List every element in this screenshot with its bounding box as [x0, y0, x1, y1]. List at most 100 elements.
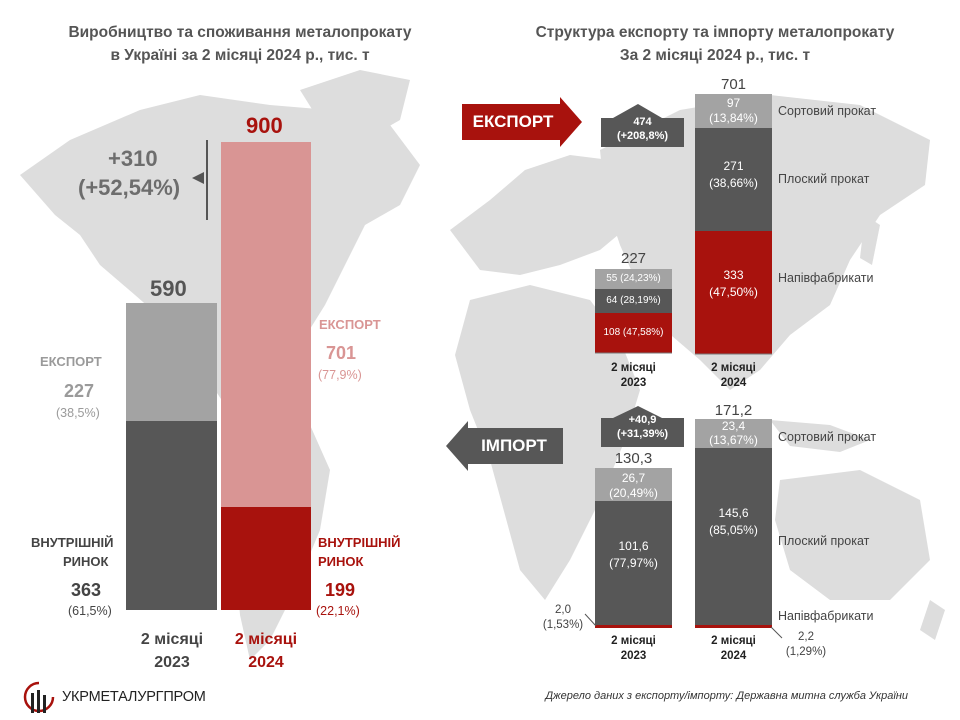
export-change-line2: (+208,8%) [616, 130, 669, 142]
export-total-2024: 701 [720, 76, 747, 93]
imp23-long-value: 26,7 [621, 471, 646, 485]
exp24-flat-percent: (38,66%) [709, 176, 758, 190]
change-arrow-icon [192, 172, 204, 184]
imp23-long [595, 468, 672, 501]
change-value: +310 [108, 146, 158, 171]
left-category-2023: 2 місяці 2023 [120, 628, 224, 674]
imp24-long-label: 23,4 (13,67%) [695, 419, 772, 447]
imp23-semi-label: 2,0 (1,53%) [538, 603, 588, 633]
left-category-2023-line2: 2023 [154, 654, 190, 671]
bar-2023-domestic [126, 421, 217, 610]
exp23-long [595, 269, 672, 289]
import-change-badge [601, 406, 684, 447]
exp23-long-label: 55 (24,23%) [606, 273, 661, 284]
imp24-semi-label: 2,2 (1,29%) [776, 630, 836, 660]
export-2024-label: ЕКСПОРТ [319, 317, 381, 332]
imp23-flat-label: 101,6 (77,97%) [595, 538, 672, 572]
change-percent: (+52,54%) [78, 175, 181, 200]
export-total-2023: 227 [620, 250, 647, 267]
imp24-semi-leader [770, 626, 783, 639]
left-category-2024-line2: 2024 [248, 654, 284, 671]
total-2024: 900 [246, 113, 283, 138]
exp24-semi [695, 231, 772, 354]
exp23-flat [595, 289, 672, 313]
left-stacked-bar-chart [126, 140, 311, 610]
import-period-2024: 2 місяці 2024 [695, 634, 772, 664]
left-title-line1: Виробництво та споживання металопрокату [68, 24, 412, 41]
export-legend-flat: Плоский прокат [778, 172, 870, 186]
exp24-flat-value: 271 [723, 159, 744, 173]
exp24-long-label: 97 (13,84%) [695, 96, 772, 126]
exp24-semi-label: 333 (47,50%) [695, 267, 772, 301]
imp23-semi-leader [584, 613, 597, 627]
domestic-2024-label-line1: ВНУТРІШНІЙ [318, 535, 401, 550]
left-category-2024-line1: 2 місяці [234, 631, 298, 648]
export-2024-percent: (77,9%) [318, 368, 362, 382]
imp24-semi-percent: (1,29%) [785, 646, 827, 658]
import-change-line1: +40,9 [628, 414, 657, 426]
map-greenland [300, 70, 410, 140]
source-note: Джерело даних з експорту/імпорту: Держав… [545, 690, 908, 702]
export-period-2024-line1: 2 місяці [711, 362, 756, 374]
export-change-text: 474 (+208,8%) [601, 115, 684, 143]
imp23-flat-value: 101,6 [618, 539, 649, 553]
domestic-2023-value: 363 [71, 580, 102, 600]
export-arrow-label: ЕКСПОРТ [472, 112, 554, 131]
export-period-2024-line2: 2024 [720, 377, 747, 389]
right-title-line2: За 2 місяці 2024 р., тис. т [619, 47, 811, 64]
export-2023-label: ЕКСПОРТ [40, 354, 102, 369]
imp23-long-percent: (20,49%) [609, 486, 658, 500]
left-title-line2: в Україні за 2 місяці 2024 р., тис. т [110, 47, 370, 64]
export-period-2024: 2 місяці 2024 [695, 361, 772, 391]
left-category-2024: 2 місяці 2024 [214, 628, 318, 674]
imp24-flat-label: 145,6 (85,05%) [695, 505, 772, 539]
import-period-2023-line2: 2023 [620, 650, 647, 662]
import-total-2024: 171,2 [714, 402, 753, 419]
map-new-zealand [920, 600, 945, 640]
imp24-long-value: 23,4 [721, 419, 746, 433]
import-period-2024-line2: 2024 [720, 650, 747, 662]
exp24-semi-percent: (47,50%) [709, 285, 758, 299]
export-2023-value: 227 [64, 381, 95, 401]
bar-2023-export [126, 303, 217, 421]
imp23-semi [595, 625, 672, 628]
imp23-semi-value: 2,0 [555, 604, 571, 616]
domestic-2023-percent: (61,5%) [68, 604, 112, 618]
imp24-flat-percent: (85,05%) [709, 523, 758, 537]
logo-icon [23, 681, 55, 713]
imp24-flat [695, 448, 772, 625]
exp24-flat-label: 271 (38,66%) [695, 158, 772, 192]
imp23-flat [595, 501, 672, 625]
domestic-2023-label-line2: РИНОК [63, 554, 109, 569]
exp24-long [695, 94, 772, 128]
export-legend-semi: Напівфабрикати [778, 271, 874, 285]
imp24-semi [695, 625, 772, 628]
import-legend-semi: Напівфабрикати [778, 609, 874, 623]
exp24-long-percent: (13,84%) [709, 111, 758, 125]
export-change-badge [601, 104, 684, 147]
domestic-2023-label-line1: ВНУТРІШНІЙ [31, 535, 114, 550]
map-europe [450, 155, 640, 275]
imp23-long-label: 26,7 (20,49%) [595, 471, 672, 501]
import-arrow-label: ІМПОРТ [481, 436, 547, 455]
export-period-2023-line1: 2 місяці [611, 362, 656, 374]
map-australia [775, 470, 930, 600]
import-period-2024-line1: 2 місяці [711, 635, 756, 647]
imp24-long-percent: (13,67%) [709, 433, 758, 447]
exp23-flat-label: 64 (28,19%) [606, 295, 661, 306]
domestic-2024-percent: (22,1%) [316, 604, 360, 618]
exp23-semi-label: 108 (47,58%) [603, 327, 664, 338]
exp23-semi [595, 313, 672, 353]
export-change-line1: 474 [633, 116, 652, 128]
logo-text: УКРМЕТАЛУРГПРОМ [62, 689, 206, 705]
export-period-2023-line2: 2023 [620, 377, 647, 389]
imp24-long [695, 419, 772, 448]
exp24-long-value: 97 [726, 96, 741, 110]
right-title-line1: Структура експорту та імпорту металопрок… [535, 24, 895, 41]
export-period-2023: 2 місяці 2023 [595, 361, 672, 391]
import-change-line2: (+31,39%) [616, 428, 669, 440]
right-chart-title: Структура експорту та імпорту металопрок… [490, 21, 940, 67]
exp24-semi-value: 333 [723, 268, 744, 282]
imp24-semi-value: 2,2 [798, 631, 814, 643]
